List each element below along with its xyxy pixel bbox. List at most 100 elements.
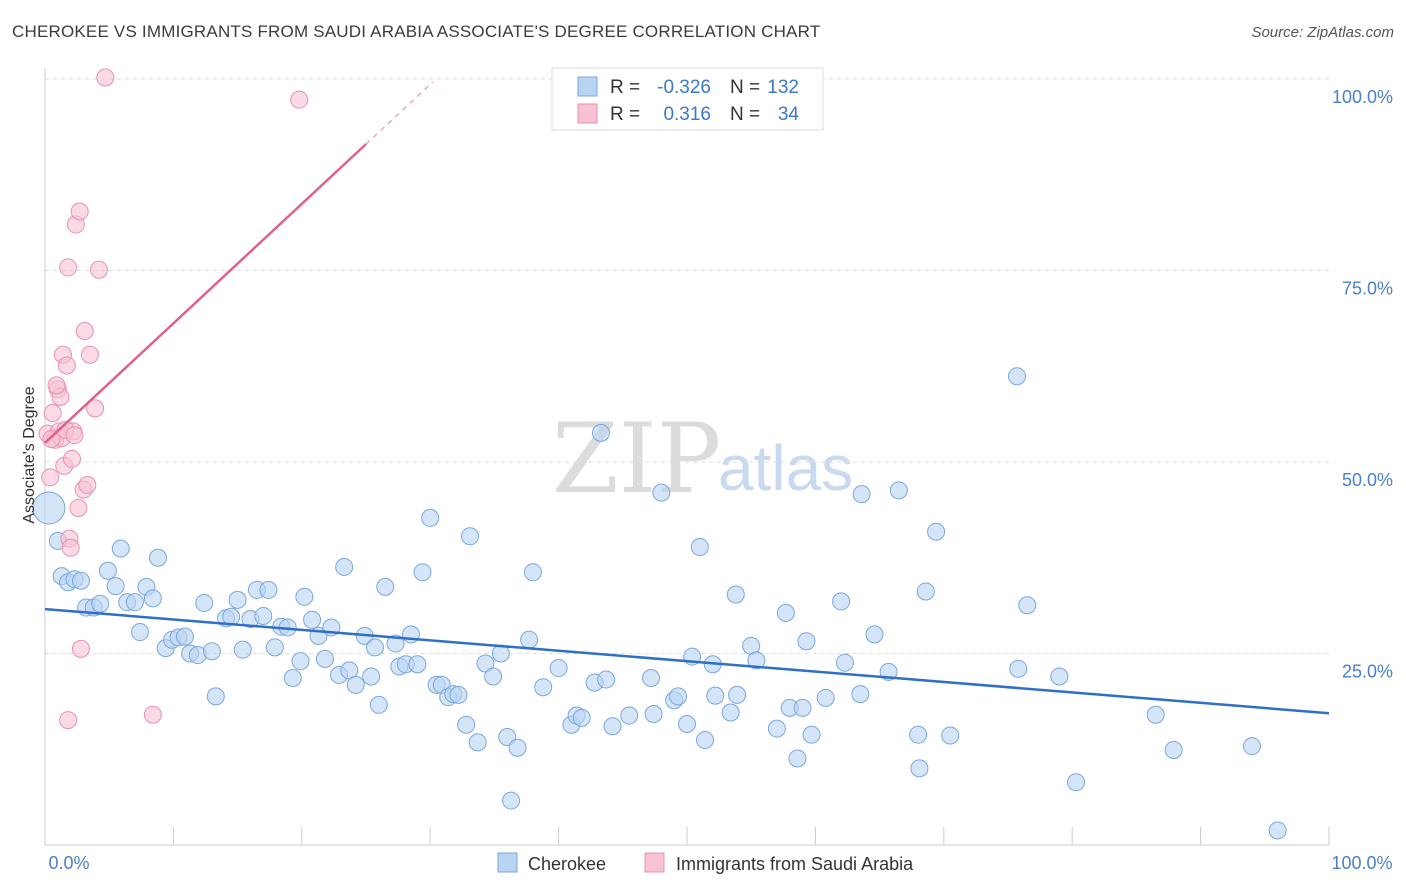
saudi-point [41,468,60,487]
cherokee-point [620,706,639,725]
cherokee-point [303,610,322,629]
cherokee-point [776,603,795,622]
stats-n-label-2: N = [730,104,760,125]
cherokee-point [941,726,960,745]
cherokee-point [346,675,365,694]
cherokee-point [413,563,432,582]
y-tick-label: 75.0% [1342,279,1393,299]
cherokee-point [797,632,816,651]
cherokee-point [747,651,766,670]
cherokee-point [644,705,663,724]
cherokee-point [148,548,167,567]
saudi-trend-line [44,143,367,444]
cherokee-point [1164,741,1183,760]
axes [44,68,1330,846]
cherokee-point [111,539,130,558]
cherokee-point [91,594,110,613]
y-tick-label: 100.0% [1332,87,1393,107]
cherokee-point [98,561,117,580]
cherokee-point [468,733,487,752]
cherokee-point [335,557,354,576]
saudi-point [78,475,97,494]
cherokee-point [572,708,591,727]
stats-box: R = -0.326 N = 132 R = 0.316 N = 34 [551,67,824,131]
cherokee-point [484,667,503,686]
x-tick-min: 0.0% [48,853,89,873]
legend: Cherokee Immigrants from Saudi Arabia [497,852,914,874]
cherokee-point [283,669,302,688]
stats-r-label-2: R = [610,104,640,125]
saudi-point [143,705,162,724]
cherokee-point [175,627,194,646]
y-axis-label: Associate's Degree [21,386,38,523]
cherokee-point [315,649,334,668]
cherokee-point [788,749,807,768]
chart-title: CHEROKEE VS IMMIGRANTS FROM SAUDI ARABIA… [12,22,821,41]
stats-swatch-saudi [577,103,598,124]
saudi-point [62,449,81,468]
cherokee-point [832,592,851,611]
cherokee-point [835,653,854,672]
grid-lines [45,78,1329,654]
cherokee-points [32,367,1287,840]
cherokee-point [508,738,527,757]
stats-n-value-2: 34 [778,104,800,125]
saudi-point [43,403,62,422]
cherokee-point [457,715,476,734]
cherokee-point [386,634,405,653]
cherokee-point [910,759,929,778]
saudi-point [47,376,66,395]
saudi-point [70,202,89,221]
cherokee-point [1007,367,1026,386]
saudi-point [96,68,115,87]
legend-swatch-saudi [644,852,665,873]
cherokee-point [362,667,381,686]
saudi-point [59,711,78,730]
cherokee-point [767,719,786,738]
saudi-points [38,68,309,730]
cherokee-point [369,695,388,714]
cherokee-point [206,687,225,706]
cherokee-point [851,685,870,704]
cherokee-point [131,623,150,642]
cherokee-point [233,640,252,659]
cherokee-point [1146,705,1165,724]
cherokee-point [254,606,273,625]
stats-r-label-1: R = [610,77,640,98]
cherokee-point [726,585,745,604]
stats-r-value-2: 0.316 [663,104,711,125]
cherokee-point [408,655,427,674]
cherokee-point [852,485,871,504]
legend-label-cherokee: Cherokee [528,854,606,874]
cherokee-point [669,687,688,706]
cherokee-point [421,508,440,527]
cherokee-point [652,483,671,502]
cherokee-point [728,685,747,704]
cherokee-point [143,589,162,608]
y-tick-labels: 25.0% 50.0% 75.0% 100.0% [1332,87,1393,682]
cherokee-point [32,491,66,525]
cherokee-point [927,522,946,541]
cherokee-point [520,630,539,649]
cherokee-point [793,698,812,717]
cherokee-point [603,717,622,736]
cherokee-point [1067,773,1086,792]
saudi-point [80,345,99,364]
cherokee-point [1268,821,1287,840]
saudi-point [75,322,94,341]
cherokee-point [690,538,709,557]
cherokee-point [461,527,480,546]
cherokee-point [502,791,521,810]
cherokee-point [1050,667,1069,686]
cherokee-point [916,582,935,601]
cherokee-point [678,714,696,733]
trend-lines [44,81,1330,715]
cherokee-point [202,642,221,661]
legend-label-saudi: Immigrants from Saudi Arabia [676,854,914,874]
cherokee-point [591,423,610,442]
saudi-point [61,538,80,557]
saudi-point [86,399,105,418]
cherokee-point [106,577,125,596]
cherokee-point [125,593,144,612]
cherokee-point [865,625,884,644]
